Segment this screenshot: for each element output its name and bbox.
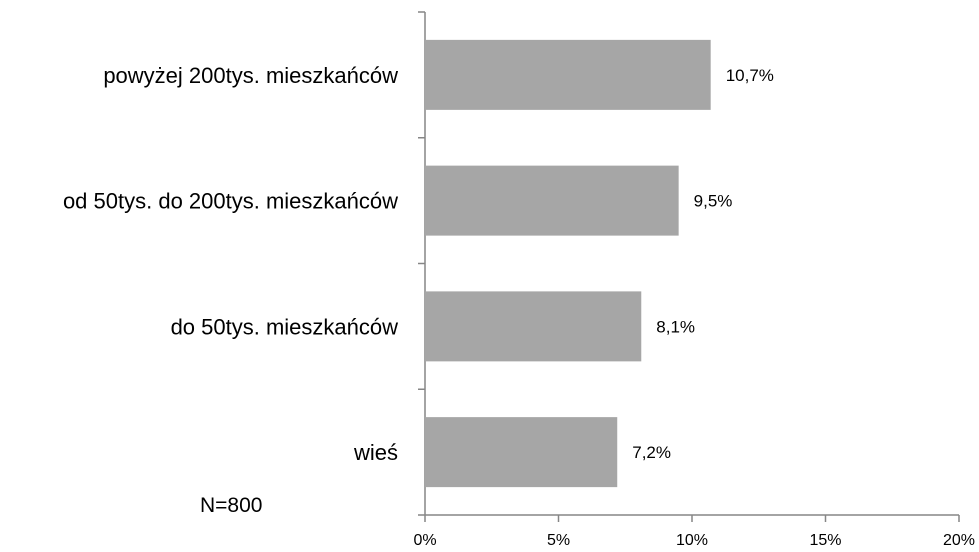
x-tick-label: 5% (547, 532, 570, 549)
bar (425, 165, 679, 236)
category-label: do 50tys. mieszkańców (171, 314, 399, 339)
value-label: 7,2% (632, 443, 671, 462)
sample-size-note: N=800 (200, 494, 263, 517)
chart-labels: 0% 5% 10% 15% 20% powyżej 200tys. mieszkańców… (63, 63, 975, 549)
x-tick-label: 15% (809, 532, 841, 549)
x-tick-label: 20% (943, 532, 975, 549)
value-label: 10,7% (726, 66, 774, 85)
category-label: od 50tys. do 200tys. mieszkańców (63, 189, 398, 214)
value-label: 8,1% (656, 317, 695, 336)
bar (425, 417, 618, 488)
bar (425, 291, 642, 362)
x-tick-label: 0% (413, 532, 436, 549)
x-tick-label: 10% (676, 532, 708, 549)
chart-bars (425, 39, 711, 488)
bar (425, 39, 711, 110)
category-label: wieś (353, 440, 398, 465)
value-label: 9,5% (694, 192, 733, 211)
category-label: powyżej 200tys. mieszkańców (103, 63, 398, 88)
